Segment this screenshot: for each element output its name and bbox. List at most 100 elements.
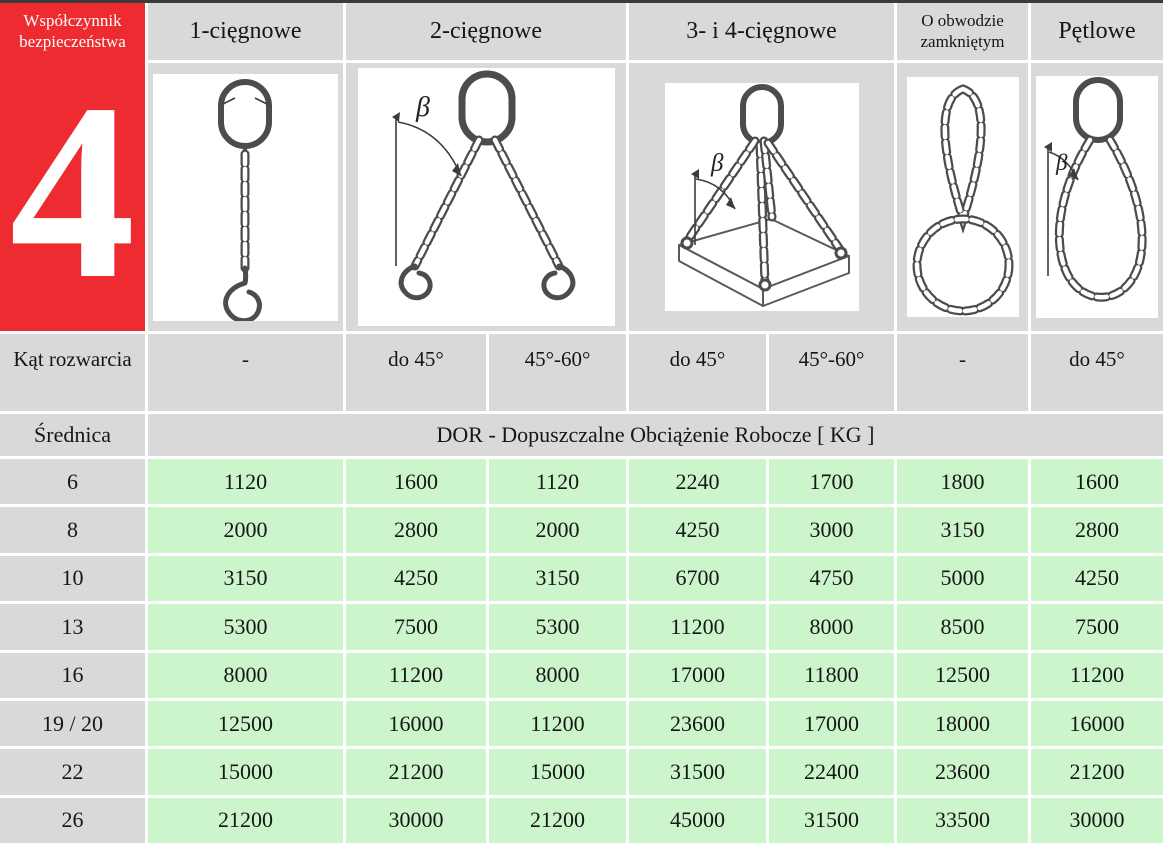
dor-value-cell: 11200 (489, 700, 626, 747)
single-leg-sling-icon (218, 78, 272, 321)
diameter-cell: 13 (0, 604, 145, 650)
dor-value-cell: 3150 (897, 507, 1028, 553)
dor-value-cell: 8500 (897, 604, 1028, 650)
dor-value-cell: 23600 (897, 749, 1028, 795)
dor-value-cell: 16000 (1031, 700, 1163, 747)
dor-value-cell: 8000 (769, 604, 894, 650)
two-leg-diagram-cell: β (346, 63, 626, 331)
endless-chain-diagram (906, 77, 1019, 317)
dor-value-cell: 2000 (489, 507, 626, 553)
dor-value-cell: 2000 (148, 507, 343, 553)
diameter-cell: 16 (0, 652, 145, 698)
angle-value: - (148, 334, 343, 411)
dor-value-cell: 2240 (629, 459, 766, 505)
dor-value-cell: 11200 (346, 652, 486, 698)
diameter-cell: 10 (0, 555, 145, 602)
dor-value-cell: 4250 (346, 555, 486, 602)
dor-value-cell: 15000 (489, 749, 626, 795)
single-leg-sling-diagram (153, 73, 338, 321)
dor-value-cell: 31500 (629, 749, 766, 795)
dor-value-cell: 11200 (1031, 652, 1163, 698)
dor-value-cell: 3150 (148, 555, 343, 602)
dor-value-cell: 1800 (897, 459, 1028, 505)
multi-leg-sling-icon: β (677, 84, 850, 307)
loop-diagram-cell: β (1031, 63, 1163, 331)
endless-diagram-cell (897, 63, 1028, 331)
diameter-cell: 19 / 20 (0, 700, 145, 747)
dor-value-cell: 22400 (769, 749, 894, 795)
dor-value-cell: 6700 (629, 555, 766, 602)
top-border (0, 0, 1163, 3)
column-header-1-leg: 1-cięgnowe (148, 3, 343, 60)
capacity-table: Współczynnik bezpieczeństwa 4 1-cięgnowe… (0, 3, 1163, 844)
loop-sling-diagram: β (1036, 76, 1158, 318)
single-leg-diagram-cell (148, 63, 343, 331)
column-header-loop: Pętlowe (1031, 3, 1163, 60)
two-leg-sling-icon: β (391, 70, 575, 301)
safety-factor-cell: Współczynnik bezpieczeństwa 4 (0, 3, 145, 331)
column-header-2-leg: 2-cięgnowe (346, 3, 626, 60)
angle-value: 45°-60° (489, 334, 626, 411)
dor-value-cell: 12500 (148, 700, 343, 747)
dor-value-cell: 33500 (897, 797, 1028, 844)
two-leg-sling-diagram: β (357, 68, 615, 326)
dor-value-cell: 17000 (629, 652, 766, 698)
safety-factor-value: 4 (9, 51, 136, 332)
dor-value-cell: 17000 (769, 700, 894, 747)
dor-value-cell: 21200 (346, 749, 486, 795)
column-header-endless: O obwodzie zamkniętym (897, 3, 1028, 60)
diameter-header: Średnica (0, 414, 145, 456)
dor-value-cell: 1120 (489, 459, 626, 505)
dor-value-cell: 16000 (346, 700, 486, 747)
dor-value-cell: 23600 (629, 700, 766, 747)
multi-leg-diagram-cell: β (629, 63, 894, 331)
dor-value-cell: 3150 (489, 555, 626, 602)
dor-value-cell: 21200 (148, 797, 343, 844)
beta-angle-label: β (710, 150, 724, 177)
dor-value-cell: 11200 (629, 604, 766, 650)
safety-factor-label: Współczynnik bezpieczeństwa (19, 11, 126, 52)
dor-value-cell: 1600 (346, 459, 486, 505)
dor-value-cell: 31500 (769, 797, 894, 844)
angle-value: do 45° (1031, 334, 1163, 411)
dor-value-cell: 15000 (148, 749, 343, 795)
angle-value: 45°-60° (769, 334, 894, 411)
diameter-cell: 8 (0, 507, 145, 553)
dor-value-cell: 1120 (148, 459, 343, 505)
dor-value-cell: 3000 (769, 507, 894, 553)
dor-value-cell: 7500 (346, 604, 486, 650)
dor-value-cell: 18000 (897, 700, 1028, 747)
dor-value-cell: 1600 (1031, 459, 1163, 505)
dor-value-cell: 45000 (629, 797, 766, 844)
dor-value-cell: 4250 (629, 507, 766, 553)
dor-value-cell: 8000 (489, 652, 626, 698)
dor-value-cell: 7500 (1031, 604, 1163, 650)
dor-value-cell: 4750 (769, 555, 894, 602)
dor-value-cell: 1700 (769, 459, 894, 505)
angle-value: do 45° (629, 334, 766, 411)
endless-chain-icon (912, 84, 1013, 316)
dor-value-cell: 30000 (346, 797, 486, 844)
dor-value-cell: 2800 (346, 507, 486, 553)
diameter-cell: 22 (0, 749, 145, 795)
multi-leg-sling-diagram: β (664, 83, 859, 311)
dor-value-cell: 4250 (1031, 555, 1163, 602)
angle-value: - (897, 334, 1028, 411)
dor-value-cell: 21200 (1031, 749, 1163, 795)
diameter-cell: 26 (0, 797, 145, 844)
diameter-cell: 6 (0, 459, 145, 505)
dor-value-cell: 12500 (897, 652, 1028, 698)
column-header-3-4-leg: 3- i 4-cięgnowe (629, 3, 894, 60)
dor-value-cell: 5300 (489, 604, 626, 650)
beta-angle-label: β (415, 92, 430, 123)
angle-row-label: Kąt rozwarcia (0, 334, 145, 411)
loop-sling-icon: β (1044, 77, 1147, 302)
dor-title: DOR - Dopuszczalne Obciążenie Robocze [ … (148, 414, 1163, 456)
dor-value-cell: 8000 (148, 652, 343, 698)
dor-value-cell: 5300 (148, 604, 343, 650)
dor-value-cell: 30000 (1031, 797, 1163, 844)
angle-value: do 45° (346, 334, 486, 411)
dor-value-cell: 21200 (489, 797, 626, 844)
beta-angle-label: β (1055, 150, 1068, 175)
